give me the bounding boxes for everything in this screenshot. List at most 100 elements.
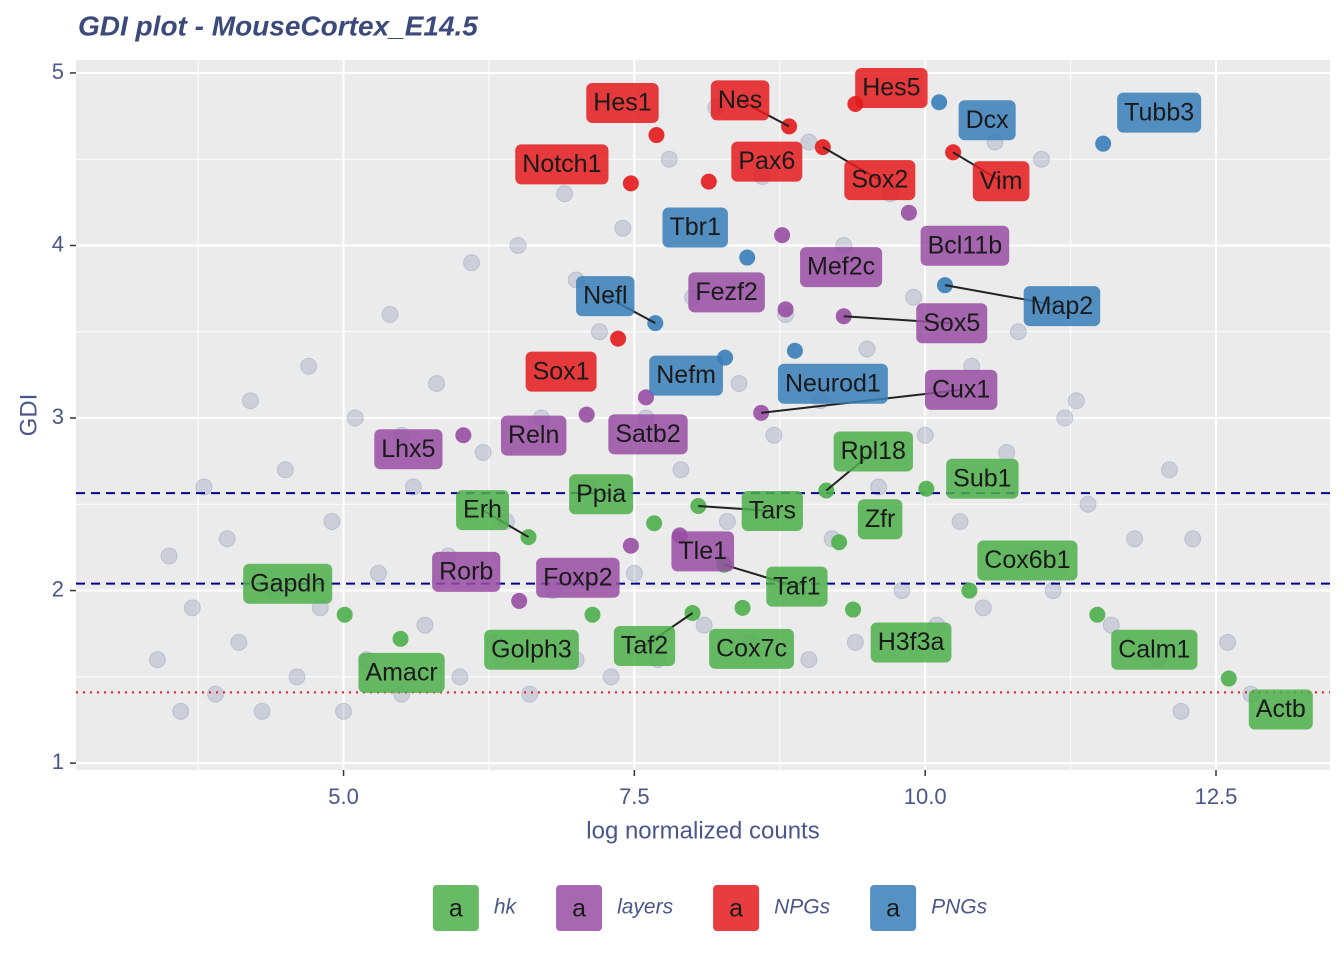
label-box	[432, 551, 501, 592]
label-box	[710, 80, 770, 121]
x-tick-label: 5.0	[328, 784, 359, 809]
label-box	[662, 207, 728, 248]
label-box	[358, 652, 445, 693]
gene-label: Gapdh	[250, 569, 325, 597]
legend-glyph: a	[449, 895, 463, 923]
background-point	[905, 288, 923, 306]
legend-label: PNGs	[931, 896, 988, 919]
x-tick-label: 7.5	[619, 784, 650, 809]
legend-glyph: a	[886, 895, 900, 923]
gene-label: Map2	[1031, 292, 1094, 320]
legend-swatch	[713, 885, 760, 931]
label-box	[484, 629, 579, 670]
gene-label: Bcl11b	[928, 231, 1003, 259]
background-point	[241, 392, 259, 410]
legend-swatch	[432, 885, 479, 931]
gene-label: Vim	[980, 167, 1023, 195]
label-box	[766, 566, 828, 607]
background-point	[416, 616, 434, 634]
label-box	[920, 225, 1010, 266]
label-box	[924, 369, 998, 410]
label-box	[977, 540, 1078, 581]
label-box	[1248, 689, 1313, 730]
legend-item: a NPGs	[713, 885, 831, 931]
gene-label: Tbr1	[670, 213, 721, 241]
label-box	[870, 622, 952, 663]
axes: 5.0 7.5 10.0 12.5 1 2 3 4 5	[52, 59, 1238, 809]
gene-label: Sox5	[923, 309, 980, 337]
chart-title: GDI plot - MouseCortex_E14.5	[78, 10, 478, 41]
y-tick-label: 1	[52, 749, 64, 774]
gene-point	[511, 592, 528, 609]
background-point	[800, 651, 818, 669]
label-box	[688, 272, 765, 313]
background-point	[451, 668, 469, 686]
gene-point	[777, 301, 794, 318]
gene-point	[1220, 670, 1237, 687]
label-box	[613, 625, 676, 666]
gene-point	[1095, 135, 1112, 152]
gene-label: Dcx	[966, 106, 1010, 134]
label-box	[844, 160, 916, 201]
gene-point	[739, 249, 756, 266]
gene-point	[622, 537, 639, 554]
background-point	[172, 702, 190, 720]
gene-point	[610, 330, 627, 347]
background-point	[276, 461, 294, 479]
gene-label: Fezf2	[695, 278, 758, 306]
background-point	[148, 651, 166, 669]
background-point	[718, 513, 736, 531]
background-point	[521, 685, 539, 703]
label-box	[576, 276, 635, 317]
background-point	[253, 702, 271, 720]
label-box	[800, 247, 883, 288]
background-point	[625, 564, 643, 582]
gene-label: Zfr	[865, 505, 896, 533]
legend-item: a hk	[432, 885, 518, 931]
label-box	[374, 429, 443, 470]
background-point	[974, 599, 992, 617]
background-point	[1160, 461, 1178, 479]
legend: a hk a layers a NPGs a PNGs	[432, 885, 988, 931]
gene-point	[845, 601, 862, 618]
label-box	[833, 431, 913, 472]
background-point	[858, 340, 876, 358]
legend-item: a PNGs	[870, 885, 988, 931]
label-box	[525, 351, 597, 392]
background-point	[323, 513, 341, 531]
background-point	[428, 375, 446, 393]
gene-label: Mef2c	[807, 253, 875, 281]
label-box	[649, 355, 723, 396]
label-box	[569, 474, 634, 515]
legend-swatch	[556, 885, 603, 931]
background-point	[951, 513, 969, 531]
legend-label: hk	[494, 896, 518, 919]
label-box	[972, 161, 1030, 202]
gene-point	[392, 630, 409, 647]
gene-label: H3f3a	[878, 628, 945, 656]
background-point	[1056, 409, 1074, 427]
label-box	[857, 499, 903, 540]
gene-label: Golph3	[491, 635, 572, 663]
gene-label: Sox1	[533, 357, 590, 385]
legend-label: NPGs	[774, 896, 831, 919]
gene-point	[900, 204, 917, 221]
label-box	[500, 415, 567, 456]
gene-label: Satb2	[615, 420, 680, 448]
background-point	[335, 702, 353, 720]
background-point	[1044, 582, 1062, 600]
y-tick-label: 3	[52, 404, 64, 429]
background-point	[672, 461, 690, 479]
gene-label: Hes5	[862, 74, 920, 102]
gene-point	[734, 599, 751, 616]
background-point	[870, 478, 888, 496]
label-box	[958, 100, 1016, 141]
y-axis-label: GDI	[15, 394, 42, 437]
gene-labels: Rpl18 Sub1 Tars Ppia Erh Zfr Taf1 Cox6b1 Gapdh Go…	[243, 67, 1313, 730]
label-box	[777, 363, 888, 404]
label-box	[1111, 629, 1198, 670]
background-point	[300, 357, 318, 375]
background-point	[1067, 392, 1085, 410]
label-box	[515, 144, 609, 185]
